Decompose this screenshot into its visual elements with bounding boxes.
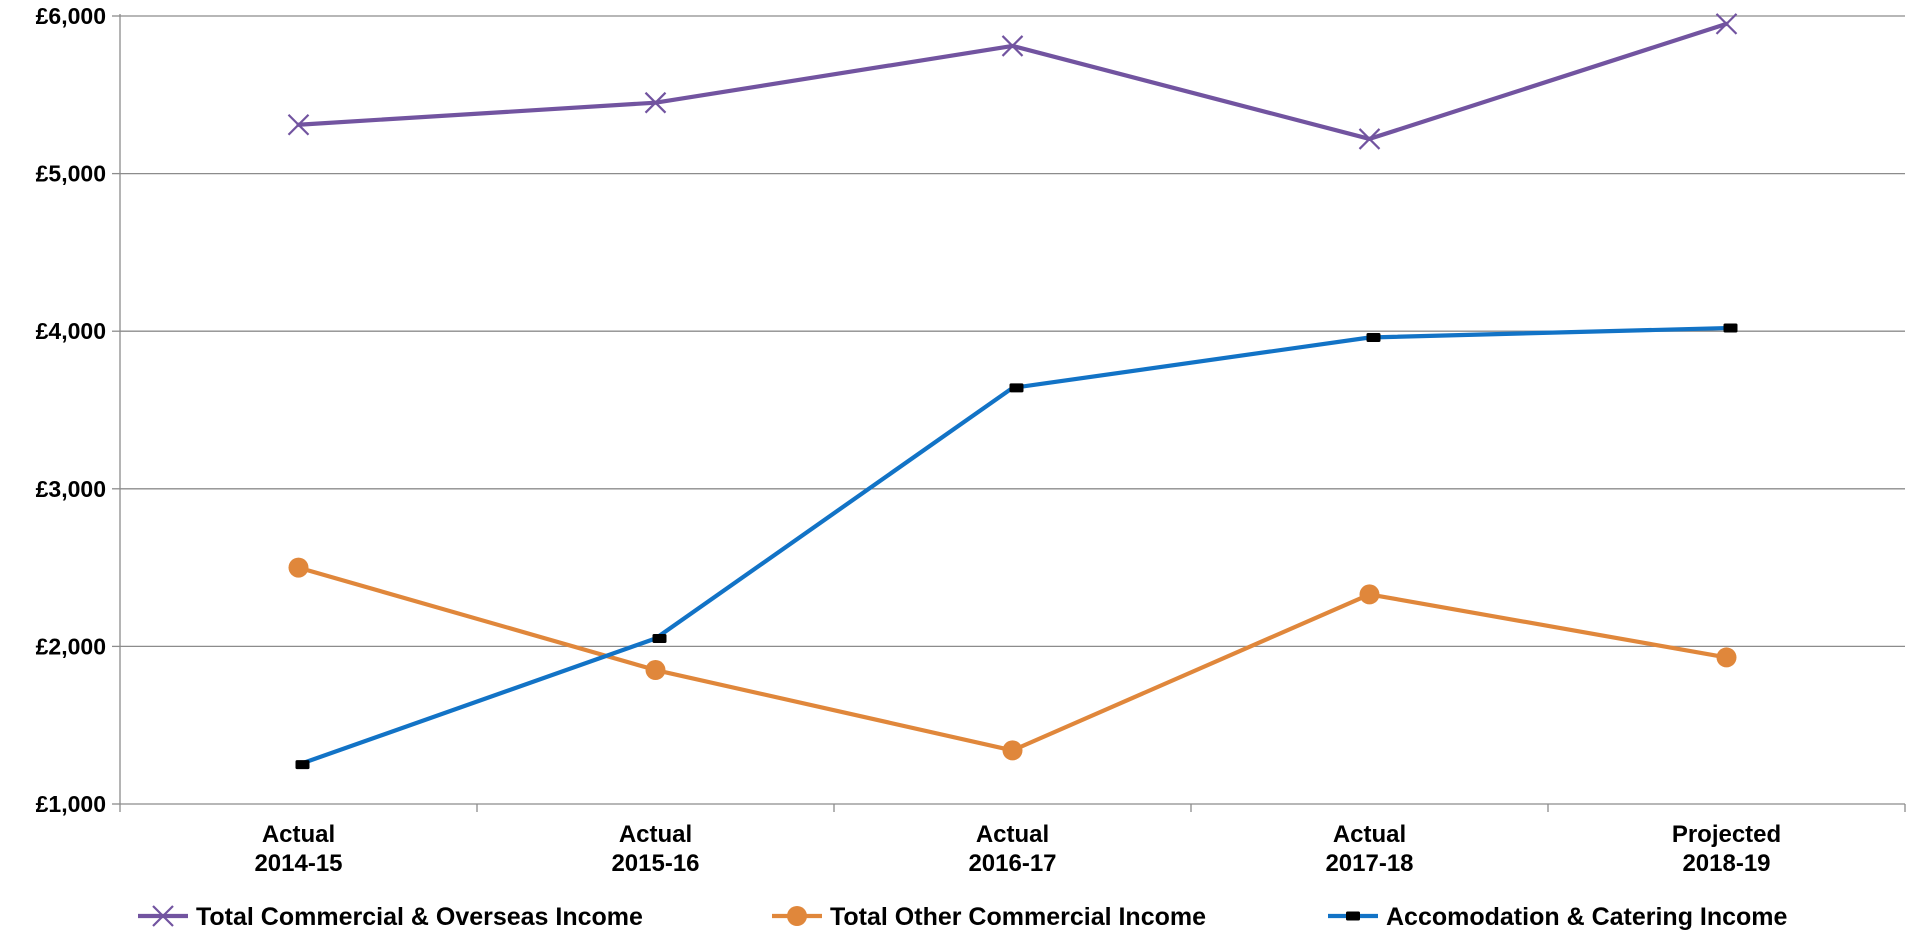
x-category-label: 2017-18 xyxy=(1325,850,1413,877)
data-point xyxy=(1001,35,1024,57)
legend-marker xyxy=(152,905,174,927)
y-tick-label: £1,000 xyxy=(36,791,106,817)
legend-item: Total Other Commercial Income xyxy=(772,903,1206,931)
y-tick-label: £4,000 xyxy=(36,318,106,344)
data-point xyxy=(287,113,310,136)
data-point xyxy=(652,634,667,644)
data-point xyxy=(1716,647,1737,668)
y-axis-tick-labels: £1,000 £2,000 £3,000 £4,000 £5,000 £6,000 xyxy=(36,3,106,817)
x-category-label: Projected xyxy=(1672,821,1781,848)
axes xyxy=(112,14,1906,812)
legend-item: Total Commercial & Overseas Income xyxy=(138,903,643,931)
gridlines xyxy=(120,15,1905,648)
series-line xyxy=(296,21,1729,142)
data-point xyxy=(1009,383,1024,393)
x-category-label: Actual xyxy=(619,821,692,848)
legend-label: Accomodation & Catering Income xyxy=(1386,903,1788,931)
data-point xyxy=(1715,13,1738,35)
data-point xyxy=(1723,323,1738,333)
legend-item: Accomodation & Catering Income xyxy=(1328,903,1788,931)
x-category-label: Actual xyxy=(1333,821,1406,848)
series-line xyxy=(296,565,1729,753)
legend-marker xyxy=(1346,911,1360,921)
legend: Total Commercial & Overseas Income Total … xyxy=(138,903,1788,931)
x-category-label: 2016-17 xyxy=(968,850,1056,877)
data-point xyxy=(645,660,666,681)
data-point xyxy=(644,91,667,114)
x-category-label: 2014-15 xyxy=(254,850,342,877)
y-tick-label: £5,000 xyxy=(36,161,106,187)
x-axis-category-labels: Actual2014-15Actual2015-16Actual2016-17A… xyxy=(254,821,1781,877)
y-tick-label: £2,000 xyxy=(36,633,106,659)
legend-label: Total Other Commercial Income xyxy=(830,903,1206,931)
data-point xyxy=(1002,740,1023,761)
series-2 xyxy=(288,557,1737,761)
x-category-label: 2018-19 xyxy=(1682,850,1770,877)
series-line xyxy=(296,325,1729,767)
data-series xyxy=(287,13,1738,770)
legend-label: Total Commercial & Overseas Income xyxy=(196,903,643,931)
y-tick-label: £3,000 xyxy=(36,476,106,502)
series-1 xyxy=(287,13,1738,150)
data-point xyxy=(1359,584,1380,605)
data-point xyxy=(1366,333,1381,343)
x-category-label: Actual xyxy=(976,821,1049,848)
data-point xyxy=(288,557,309,578)
y-tick-label: £6,000 xyxy=(36,3,106,29)
legend-marker xyxy=(787,906,807,926)
x-category-label: Actual xyxy=(262,821,335,848)
series-3 xyxy=(295,323,1738,770)
data-point xyxy=(1358,128,1381,150)
data-point xyxy=(295,760,310,770)
x-category-label: 2015-16 xyxy=(611,850,699,877)
